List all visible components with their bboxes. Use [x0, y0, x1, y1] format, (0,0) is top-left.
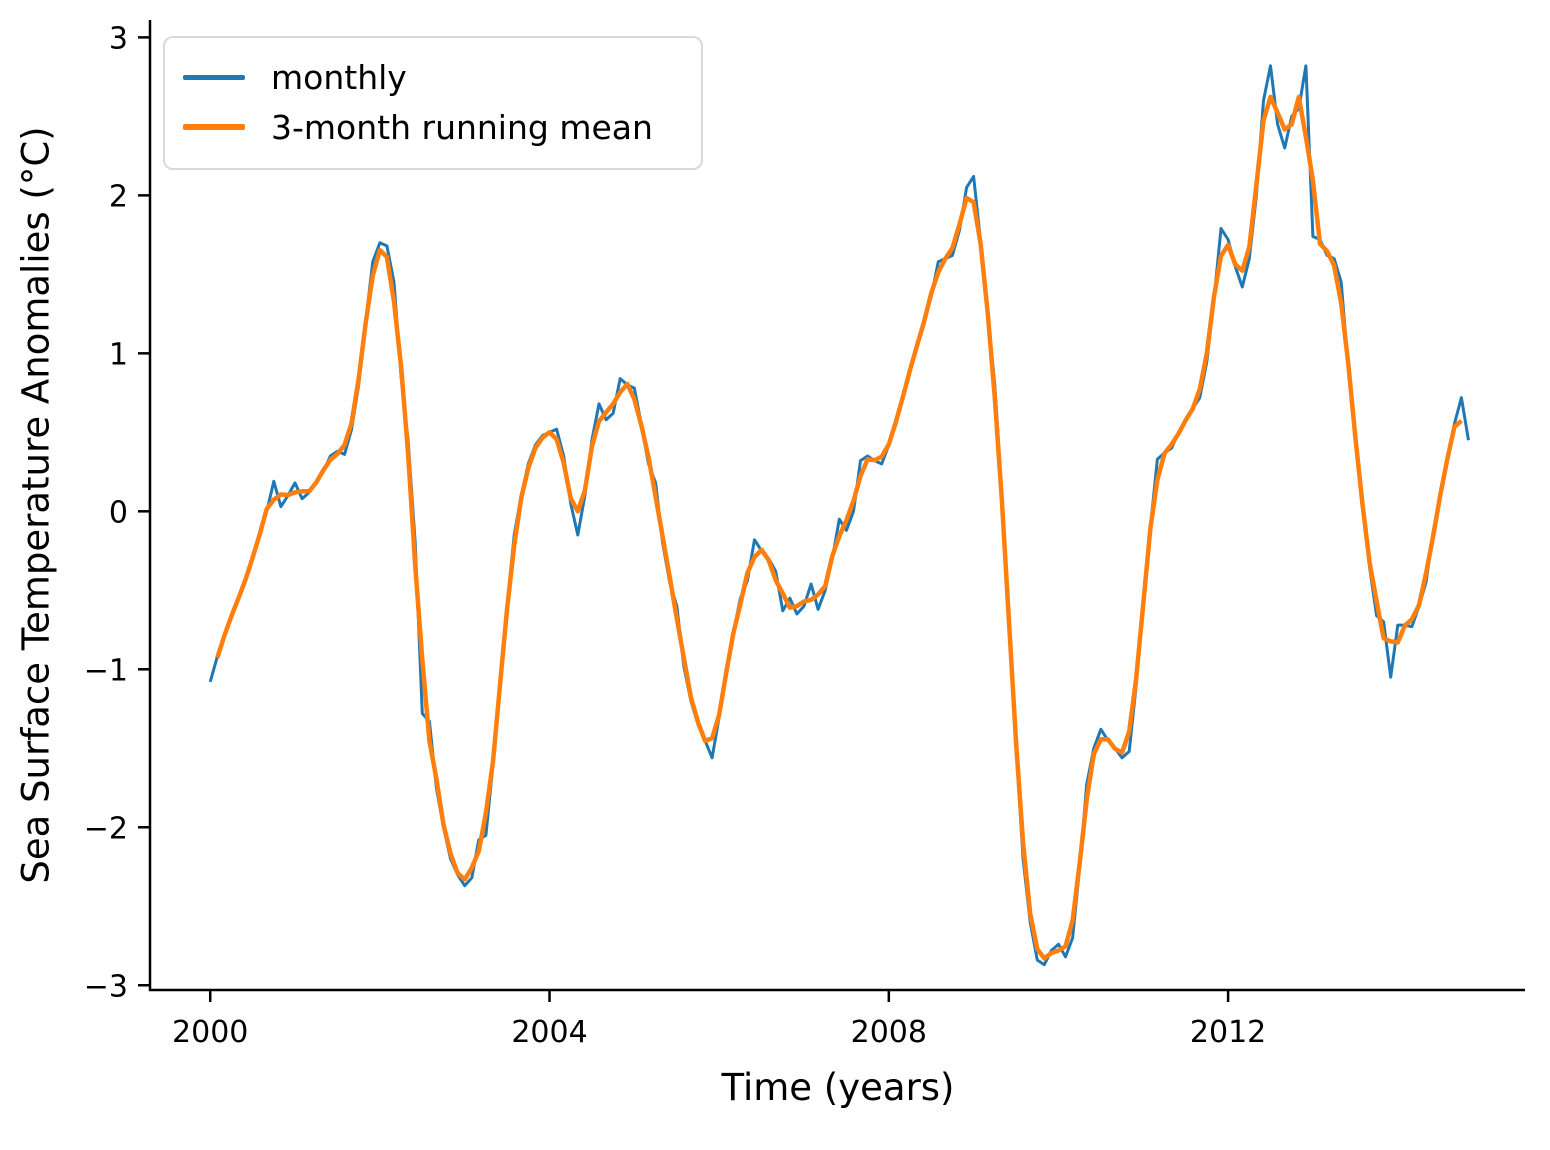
x-tick-label: 2012	[1190, 1015, 1266, 1050]
legend-entry-monthly: monthly	[183, 52, 681, 102]
legend-label-monthly: monthly	[271, 57, 407, 97]
y-tick-label: 3	[109, 21, 128, 56]
monthly-line	[208, 64, 1470, 967]
monthly-line-swatch	[183, 74, 245, 80]
y-tick-label: 2	[109, 179, 128, 214]
axis-ticks	[138, 36, 1230, 1002]
legend: monthly 3-month running mean	[163, 36, 703, 170]
tick-labels: 2000 2004 2008 2012 3 2 1 0 −1 −2 −3	[84, 21, 1267, 1050]
axes-spines	[148, 20, 1525, 992]
legend-entry-running-mean: 3-month running mean	[183, 102, 681, 152]
y-tick-label: −3	[84, 969, 128, 1004]
y-tick-label: 1	[109, 337, 128, 372]
y-tick-label: 0	[109, 495, 128, 530]
x-tick-label: 2000	[172, 1015, 248, 1050]
x-tick-label: 2008	[851, 1015, 927, 1050]
series-lines	[208, 64, 1470, 967]
running-mean-line-swatch	[183, 124, 245, 130]
y-tick-label: −1	[84, 653, 128, 688]
running-mean-line	[215, 94, 1463, 961]
x-axis-label: Time (years)	[721, 1066, 955, 1109]
legend-label-running-mean: 3-month running mean	[271, 107, 653, 147]
y-tick-label: −2	[84, 811, 128, 846]
y-axis-label: Sea Surface Temperature Anomalies (°C)	[14, 126, 58, 884]
x-tick-label: 2004	[511, 1015, 587, 1050]
axis-spine	[148, 20, 1525, 992]
